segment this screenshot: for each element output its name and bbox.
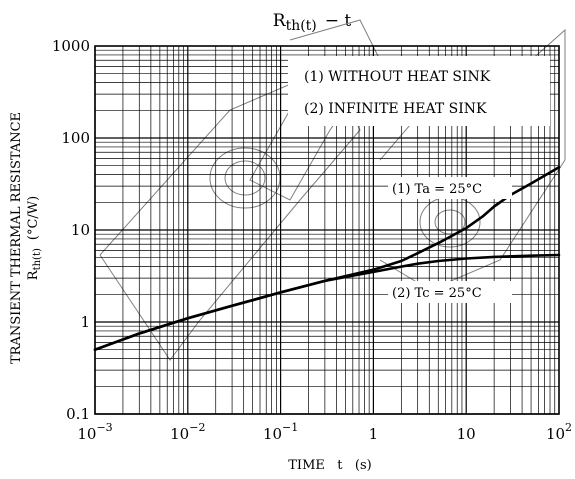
watermark-logo xyxy=(99,19,566,361)
plot-frame xyxy=(94,45,560,415)
x-tick-label: 1 xyxy=(369,425,379,443)
y-tick-labels: 0.1 1 10 100 1000 xyxy=(52,37,90,423)
curves xyxy=(93,166,561,352)
legend-entry-2: (2) INFINITE HEAT SINK xyxy=(304,101,487,117)
y-tick-label: 100 xyxy=(61,129,90,147)
svg-text:(1) Ta = 25°C: (1) Ta = 25°C xyxy=(392,182,482,197)
x-tick-label: 10 xyxy=(457,425,476,443)
y-axis-title: TRANSIENT THERMAL RESISTANCE Rth(t)(°C/W… xyxy=(9,112,43,364)
x-tick-label: 10−3 xyxy=(77,421,112,443)
chart-title: Rth(t) − t xyxy=(273,11,352,34)
x-tick-label: 102 xyxy=(546,421,572,443)
y-tick-label: 0.1 xyxy=(66,405,90,423)
x-tick-label: 10−2 xyxy=(170,421,205,443)
legend: (1) WITHOUT HEAT SINK (2) INFINITE HEAT … xyxy=(288,56,550,126)
grid xyxy=(94,46,559,415)
y-tick-label: 10 xyxy=(71,221,90,239)
curve-label-1: (1) Ta = 25°C xyxy=(388,177,512,199)
legend-entry-1: (1) WITHOUT HEAT SINK xyxy=(304,69,491,85)
y-tick-label: 1 xyxy=(80,313,90,331)
curve-label-2: (2) Tc = 25°C xyxy=(388,281,512,303)
svg-text:Rth(t)(°C/W): Rth(t)(°C/W) xyxy=(26,196,43,280)
svg-text:(2) Tc = 25°C: (2) Tc = 25°C xyxy=(392,286,482,301)
series-line-2 xyxy=(93,253,561,352)
x-tick-label: 10−1 xyxy=(263,421,298,443)
x-tick-labels: 10−3 10−2 10−1 1 10 102 xyxy=(77,421,572,443)
x-axis-title: TIME t (s) xyxy=(288,458,371,473)
y-tick-label: 1000 xyxy=(52,37,90,55)
svg-text:TRANSIENT THERMAL RESISTANCE: TRANSIENT THERMAL RESISTANCE xyxy=(9,112,24,364)
